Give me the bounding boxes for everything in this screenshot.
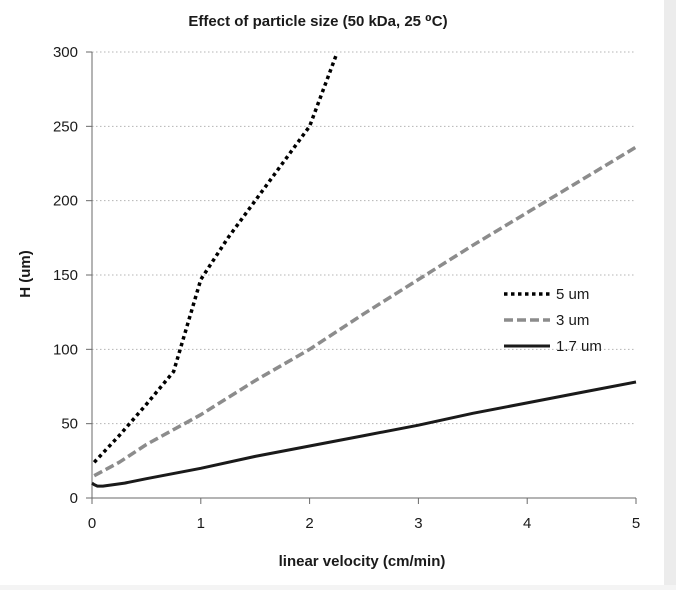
series-line-3-um (93, 145, 637, 478)
chart-title: Effect of particle size (50 kDa, 25 ⁰C) (188, 13, 447, 30)
gridlines (92, 51, 636, 425)
series-line-5-um (92, 52, 339, 464)
x-tick-label: 1 (197, 515, 205, 532)
axes: 0 50 100 150 200 250 300 0 1 2 3 4 5 (53, 44, 640, 532)
x-tick-label: 0 (88, 515, 96, 532)
legend-label: 1.7 um (556, 338, 602, 355)
window-edge (664, 0, 676, 585)
x-tick-label: 2 (305, 515, 313, 532)
y-tick-label: 300 (53, 44, 78, 61)
y-tick-label: 100 (53, 341, 78, 358)
x-tick-label: 5 (632, 515, 640, 532)
series-lines (91, 52, 637, 488)
y-tick-label: 50 (61, 416, 78, 433)
chart-area: Effect of particle size (50 kDa, 25 ⁰C) … (0, 0, 664, 585)
y-tick-label: 0 (70, 490, 78, 507)
x-tick-label: 4 (523, 515, 531, 532)
x-axis-title: linear velocity (cm/min) (279, 553, 446, 570)
legend-label: 3 um (556, 312, 589, 329)
chart-svg: Effect of particle size (50 kDa, 25 ⁰C) … (17, 13, 640, 570)
series-line-1-7-um (91, 380, 637, 488)
y-tick-label: 200 (53, 193, 78, 210)
x-tick-label: 3 (414, 515, 422, 532)
y-tick-label: 150 (53, 267, 78, 284)
legend-label: 5 um (556, 286, 589, 303)
y-axis-title: H (um) (17, 250, 34, 298)
y-tick-label: 250 (53, 118, 78, 135)
legend: 5 um 3 um 1.7 um (504, 286, 602, 355)
